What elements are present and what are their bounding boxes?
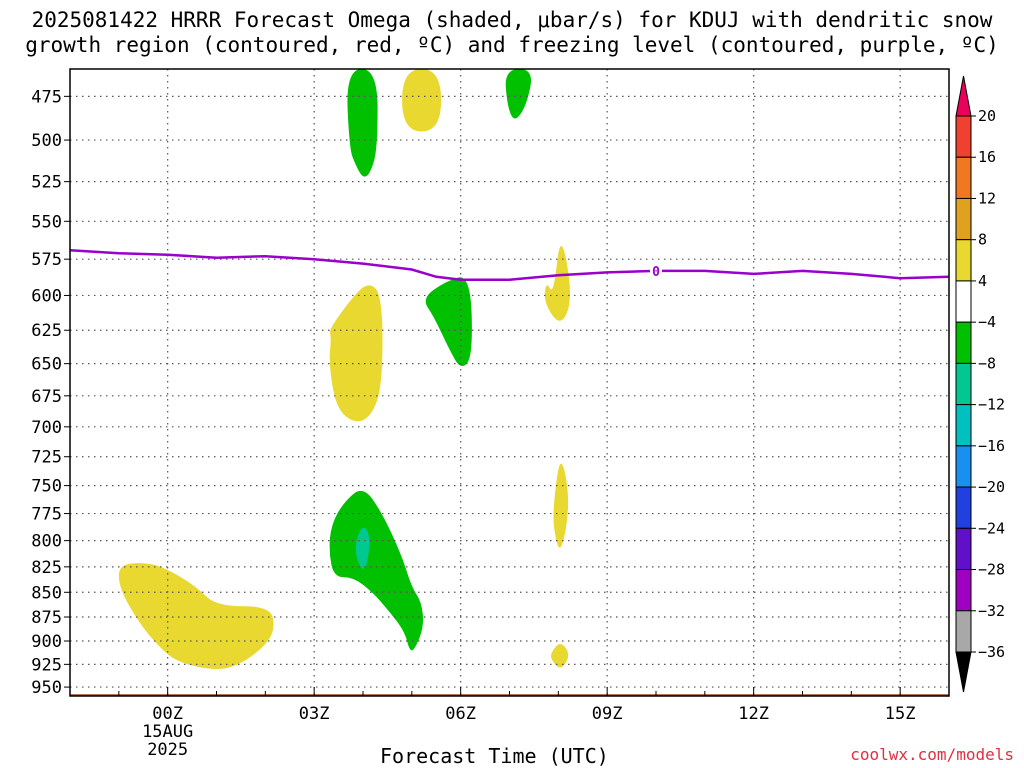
plot-frame: [69, 68, 950, 697]
plot-background: [70, 69, 949, 696]
title-line-1: 2025081422 HRRR Forecast Omega (shaded, …: [31, 8, 993, 32]
y-tick-label-550: 550: [31, 212, 62, 232]
colorbar-label-13: −36: [978, 643, 1005, 661]
omega-region-7: [553, 463, 569, 548]
colorbar-label-6: −8: [978, 354, 996, 372]
colorbar-label-9: −20: [978, 478, 1005, 496]
colorbar-segment-13: [955, 610, 972, 653]
y-tick-label-850: 850: [31, 583, 62, 603]
omega-region-4: [329, 285, 383, 422]
y-tick-label-925: 925: [31, 655, 62, 675]
y-tick-label-700: 700: [31, 418, 62, 438]
y-tick-label-775: 775: [31, 505, 62, 525]
colorbar-segment-9: [955, 445, 972, 488]
colorbar-label-7: −12: [978, 396, 1005, 414]
colorbar-label-10: −24: [978, 519, 1005, 537]
colorbar-top-arrow: [955, 75, 972, 117]
freezing-level-line: [70, 248, 949, 281]
x-tick-label-00Z: 00Z: [152, 704, 183, 724]
colorbar-label-11: −28: [978, 561, 1005, 579]
y-tick-label-675: 675: [31, 387, 62, 407]
x-tick-label-09Z: 09Z: [592, 704, 623, 724]
x-tick-label-15Z: 15Z: [885, 704, 916, 724]
colorbar-label-1: 16: [978, 148, 996, 166]
omega-region-10: [329, 490, 424, 651]
colorbar-segment-3: [955, 197, 972, 241]
colorbar-label-12: −32: [978, 602, 1005, 620]
y-tick-label-825: 825: [31, 558, 62, 578]
freezing-label-background: [650, 262, 662, 277]
y-tick-label-875: 875: [31, 608, 62, 628]
colorbar-label-2: 12: [978, 189, 996, 207]
omega-region-3: [505, 69, 532, 119]
x-tick-year-00Z: 2025: [147, 740, 188, 760]
x-tick-label-03Z: 03Z: [299, 704, 330, 724]
y-tick-label-950: 950: [31, 678, 62, 698]
x-tick-date-00Z: 15AUG: [142, 722, 193, 742]
y-tick-label-600: 600: [31, 286, 62, 306]
omega-region-9: [118, 563, 274, 669]
colorbar-segment-10: [955, 486, 972, 529]
colorbar-segment-6: [955, 321, 972, 364]
omega-region-6: [544, 245, 570, 321]
colorbar-segment-4: [955, 239, 972, 282]
y-tick-label-625: 625: [31, 321, 62, 341]
colorbar-label-3: 8: [978, 231, 987, 249]
colorbar-segment-12: [955, 569, 972, 612]
y-tick-label-750: 750: [31, 477, 62, 497]
omega-region-11: [355, 527, 370, 569]
y-tick-label-475: 475: [31, 87, 62, 107]
colorbar-segment-7: [955, 362, 972, 406]
colorbar-segment-5: [955, 280, 972, 323]
y-tick-label-900: 900: [31, 632, 62, 652]
colorbar-segment-1: [955, 115, 972, 158]
colorbar-label-4: 4: [978, 272, 987, 290]
title-line-2: growth region (contoured, red, ºC) and f…: [25, 33, 999, 57]
freezing-level-label: 0: [652, 265, 660, 280]
omega-region-8: [551, 644, 569, 668]
colorbar-label-5: −4: [978, 313, 996, 331]
colorbar-segment-2: [955, 156, 972, 199]
y-tick-label-525: 525: [31, 173, 62, 193]
colorbar-label-0: 20: [978, 107, 996, 125]
omega-region-5: [425, 277, 472, 367]
y-tick-label-800: 800: [31, 532, 62, 552]
colorbar-segment-8: [955, 404, 972, 447]
colorbar-bottom-arrow: [955, 651, 972, 693]
x-tick-label-12Z: 12Z: [738, 704, 769, 724]
site-credit[interactable]: coolwx.com/models: [850, 745, 1014, 764]
x-tick-label-06Z: 06Z: [445, 704, 476, 724]
y-tick-label-725: 725: [31, 448, 62, 468]
y-tick-label-650: 650: [31, 355, 62, 375]
colorbar-segment-11: [955, 527, 972, 571]
y-tick-label-575: 575: [31, 250, 62, 270]
colorbar-label-8: −16: [978, 437, 1005, 455]
omega-region-1: [402, 69, 442, 132]
chart-title: 2025081422 HRRR Forecast Omega (shaded, …: [0, 8, 1024, 58]
x-axis-label: Forecast Time (UTC): [380, 744, 609, 768]
y-tick-label-500: 500: [31, 131, 62, 151]
